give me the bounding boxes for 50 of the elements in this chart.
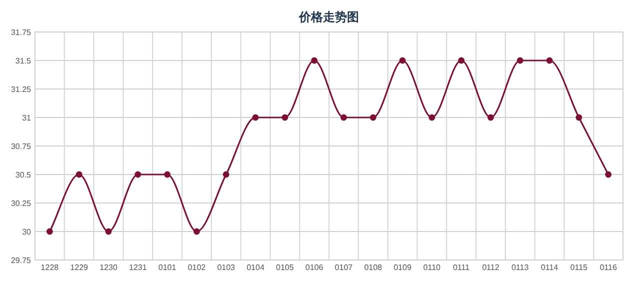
x-tick-label: 1230 — [100, 263, 118, 272]
point — [105, 228, 112, 235]
y-tick-label: 31 — [22, 114, 32, 122]
y-tick-label: 31.75 — [10, 28, 32, 37]
x-tick-label: 1231 — [129, 263, 148, 272]
y-tick-label: 31.5 — [15, 56, 32, 66]
x-tick-label: 0111 — [452, 263, 470, 272]
point — [164, 171, 170, 178]
x-tick-label: 0104 — [246, 263, 265, 272]
point — [222, 171, 230, 178]
point — [134, 171, 142, 178]
y-tick-label: 31.25 — [10, 85, 32, 94]
point — [340, 114, 347, 121]
x-tick-label: 0116 — [600, 263, 618, 272]
point — [370, 114, 376, 121]
x-tick-label: 0107 — [334, 263, 354, 272]
point — [576, 114, 582, 121]
y-tick-label: 29.75 — [10, 256, 32, 265]
x-tick-label: 1229 — [70, 263, 89, 272]
point — [76, 171, 82, 178]
x-tick-label: 0108 — [364, 263, 383, 272]
point — [546, 57, 553, 64]
x-tick-label: 0110 — [423, 263, 442, 272]
point — [488, 114, 494, 121]
x-tick-label: 0102 — [188, 263, 206, 272]
point — [282, 114, 288, 121]
x-tick-label: 0115 — [570, 263, 588, 272]
point — [46, 228, 53, 235]
y-tick-label: 30.75 — [10, 142, 32, 151]
x-tick-label: 0114 — [540, 263, 559, 272]
x-tick-label: 0106 — [305, 263, 324, 272]
x-tick-label: 0105 — [276, 263, 294, 272]
point — [311, 57, 318, 64]
x-tick-label: 0109 — [394, 263, 412, 272]
x-tick-label: 0112 — [482, 263, 500, 272]
point — [458, 57, 464, 64]
point — [399, 57, 406, 64]
x-tick-label: 0103 — [217, 263, 236, 272]
x-tick-label: 0101 — [158, 263, 177, 272]
point — [605, 171, 612, 178]
y-tick-label: 30 — [22, 228, 32, 236]
point — [516, 57, 524, 64]
chart-title: 价格走势图 — [298, 10, 359, 24]
y-tick-label: 30.5 — [15, 170, 32, 180]
point — [252, 114, 259, 121]
point — [428, 114, 436, 121]
x-tick-label: 1228 — [40, 263, 60, 272]
y-tick-label: 30.25 — [10, 199, 32, 208]
point — [194, 228, 200, 235]
x-tick-label: 0113 — [512, 263, 530, 272]
